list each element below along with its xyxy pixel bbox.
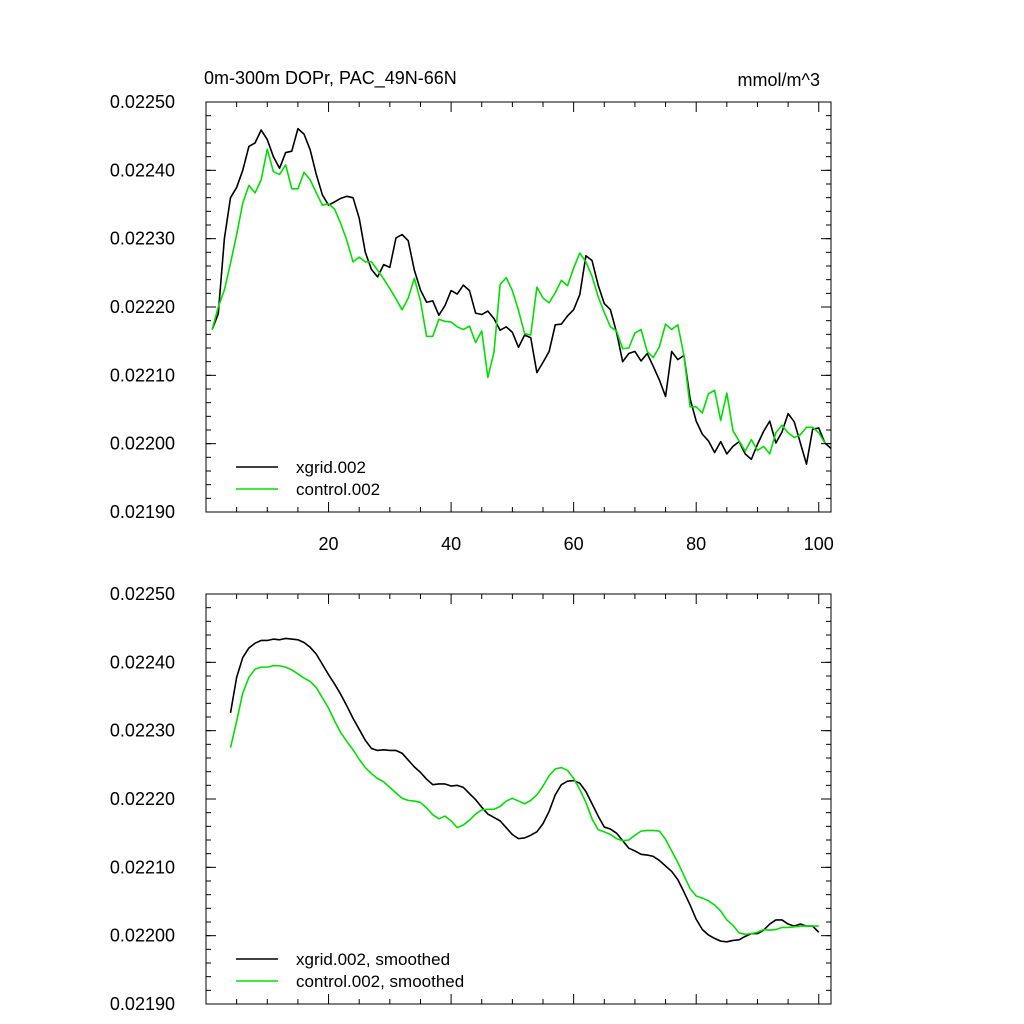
legend-label: xgrid.002, smoothed [296,950,450,969]
y-tick-label: 0.02210 [110,365,175,385]
series-line-xgrid [229,637,820,943]
top-panel: 0m-300m DOPr, PAC_49N-66N mmol/m^3 0.021… [110,68,834,554]
y-tick-label: 0.02240 [110,160,175,180]
y-tick-label: 0.02200 [110,926,175,946]
y-tick-label: 0.02190 [110,994,175,1014]
y-tick-label: 0.02220 [110,789,175,809]
x-tick-label: 80 [686,534,706,554]
legend-label: control.002 [296,480,380,499]
series-line-xgrid [211,127,831,465]
bottom-panel: 0.02190 0.02200 0.02210 0.02220 0.02230 0.022… [110,584,832,1014]
series-line-control [211,148,826,455]
legend-label: xgrid.002 [296,458,366,477]
y-tick-label: 0.02210 [110,857,175,877]
x-tick-label: 60 [564,534,584,554]
y-tick-label: 0.02220 [110,297,175,317]
x-tick-label: 40 [441,534,461,554]
y-tick-label: 0.02230 [110,229,175,249]
y-tick-label: 0.02250 [110,584,175,604]
chart-title: 0m-300m DOPr, PAC_49N-66N [204,68,457,89]
y-tick-label: 0.02250 [110,92,175,112]
plot-frame [205,101,832,513]
y-tick-label: 0.02230 [110,721,175,741]
x-tick-label: 20 [319,534,339,554]
legend-label: control.002, smoothed [296,972,464,991]
y-tick-label: 0.02200 [110,434,175,454]
plot-frame [205,593,832,1005]
y-tick-label: 0.02240 [110,652,175,672]
x-tick-label: 100 [804,534,834,554]
y-tick-label: 0.02190 [110,502,175,522]
series-line-control [229,664,819,936]
units-label: mmol/m^3 [738,70,820,90]
